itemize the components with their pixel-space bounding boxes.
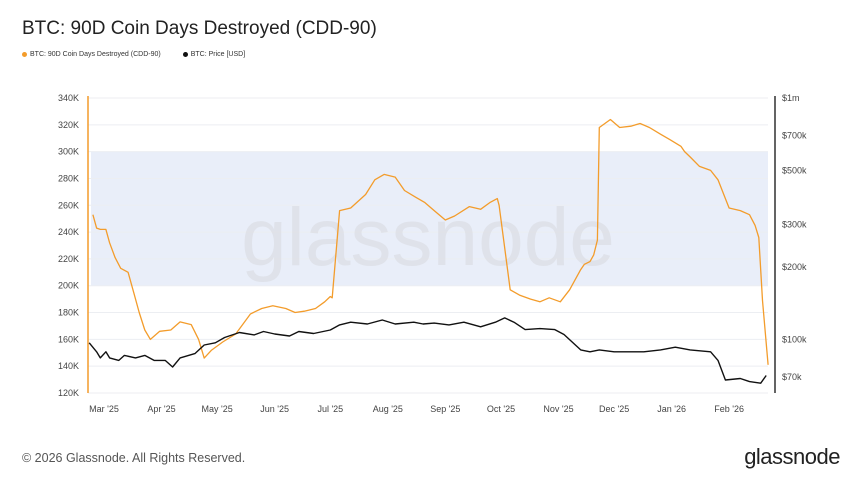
y-right-tick-label: $500k [782, 166, 807, 176]
x-tick-label: Sep '25 [430, 404, 460, 414]
y-left-tick-label: 320K [58, 120, 79, 130]
copyright: © 2026 Glassnode. All Rights Reserved. [22, 451, 246, 465]
y-left-tick-label: 120K [58, 388, 79, 398]
y-left-tick-label: 300K [58, 147, 79, 157]
y-left-tick-label: 220K [58, 254, 79, 264]
price-series-line [88, 317, 767, 384]
cdd-series-line [92, 118, 769, 365]
x-tick-label: Mar '25 [89, 404, 119, 414]
glassnode-logo: glassnode [744, 444, 840, 469]
y-left-tick-label: 260K [58, 200, 79, 210]
x-tick-label: Apr '25 [147, 404, 175, 414]
price-legend-dot-icon [182, 51, 188, 57]
y-left-tick-label: 240K [58, 227, 79, 237]
watermark: glassnode [241, 192, 615, 283]
y-right-tick-label: $70k [782, 372, 802, 382]
x-tick-label: Jun '25 [260, 404, 289, 414]
cdd-legend-dot-icon [22, 51, 27, 57]
x-tick-label: Feb '26 [714, 404, 744, 414]
y-left-tick-label: 140K [58, 361, 79, 371]
y-left-tick-label: 180K [58, 308, 79, 318]
y-left-tick-label: 340K [58, 93, 79, 103]
legend-item-price[interactable]: BTC: Price [USD] [182, 51, 246, 58]
y-right-tick-label: $700k [782, 130, 807, 140]
legend-item-cdd[interactable]: BTC: 90D Coin Days Destroyed (CDD-90) [22, 51, 161, 58]
y-right-tick-label: $200k [782, 262, 807, 272]
legend: BTC: 90D Coin Days Destroyed (CDD-90) BT… [22, 51, 245, 58]
x-tick-label: Jul '25 [317, 404, 343, 414]
x-tick-label: Jan '26 [657, 404, 686, 414]
x-tick-label: Aug '25 [373, 404, 403, 414]
x-tick-label: May '25 [202, 404, 233, 414]
x-tick-label: Oct '25 [487, 404, 515, 414]
y-right-tick-label: $1m [782, 93, 800, 103]
legend-label-cdd: BTC: 90D Coin Days Destroyed (CDD-90) [30, 51, 161, 58]
y-left-tick-label: 200K [58, 281, 79, 291]
chart-title: BTC: 90D Coin Days Destroyed (CDD-90) [22, 18, 377, 39]
range-band [91, 151, 768, 286]
y-left-tick-label: 280K [58, 173, 79, 183]
y-left-tick-label: 160K [58, 334, 79, 344]
y-right-tick-label: $300k [782, 219, 807, 229]
y-right-tick-label: $100k [782, 335, 807, 345]
x-tick-label: Nov '25 [543, 404, 573, 414]
legend-label-price: BTC: Price [USD] [190, 51, 246, 58]
x-tick-label: Dec '25 [599, 404, 629, 414]
